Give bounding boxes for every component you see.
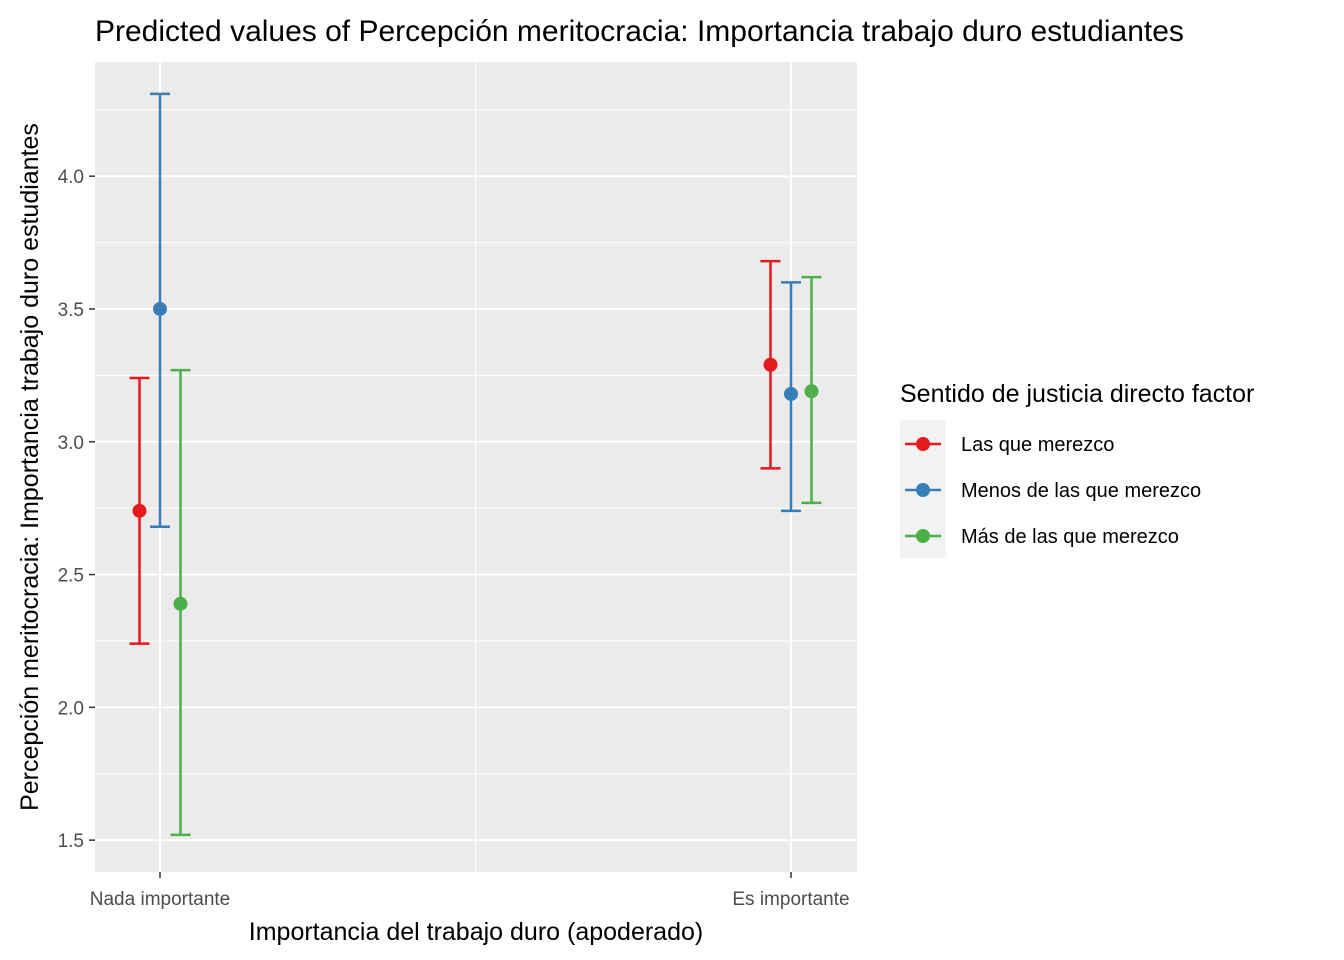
y-axis: 1.5 2.0 2.5 3.0 3.5 4.0 (58, 167, 95, 852)
legend-item: Menos de las que merezco (905, 480, 1201, 502)
x-tick-label: Es importante (732, 889, 849, 910)
legend-items: Las que merezco Menos de las que merezco M… (905, 434, 1201, 548)
legend-item: Más de las que merezco (905, 526, 1179, 548)
series-2 (150, 92, 801, 529)
data-point (763, 357, 778, 372)
legend-label: Más de las que merezco (961, 526, 1179, 548)
y-tick-label: 3.0 (58, 433, 84, 454)
x-tick-label: Nada importante (90, 889, 230, 910)
x-axis: Nada importante Es importante (90, 872, 850, 910)
legend-label: Las que merezco (961, 434, 1114, 456)
legend: Sentido de justicia directo factor Las q… (900, 380, 1254, 558)
legend-title: Sentido de justicia directo factor (900, 380, 1254, 408)
legend-label: Menos de las que merezco (961, 480, 1201, 502)
legend-key-point (916, 529, 930, 543)
chart-title: Predicted values of Percepción meritocra… (95, 15, 1184, 48)
series-1 (129, 259, 781, 645)
legend-item: Las que merezco (905, 434, 1114, 456)
grid-minor (95, 62, 857, 872)
y-tick-label: 3.5 (58, 300, 84, 321)
y-tick-label: 1.5 (58, 831, 84, 852)
data-point (784, 386, 798, 401)
y-tick-label: 4.0 (58, 167, 84, 188)
series-3 (170, 275, 822, 837)
data-point (153, 301, 167, 316)
data-point (132, 503, 147, 518)
data-point (804, 384, 819, 399)
legend-key-point (916, 437, 930, 451)
legend-key-point (916, 483, 930, 497)
y-axis-title: Percepción meritocracia: Importancia tra… (16, 123, 44, 811)
data-point (173, 596, 188, 611)
y-tick-label: 2.0 (58, 698, 84, 719)
data-marks (129, 92, 822, 837)
x-axis-title: Importancia del trabajo duro (apoderado) (249, 918, 703, 946)
y-tick-label: 2.5 (58, 566, 84, 587)
